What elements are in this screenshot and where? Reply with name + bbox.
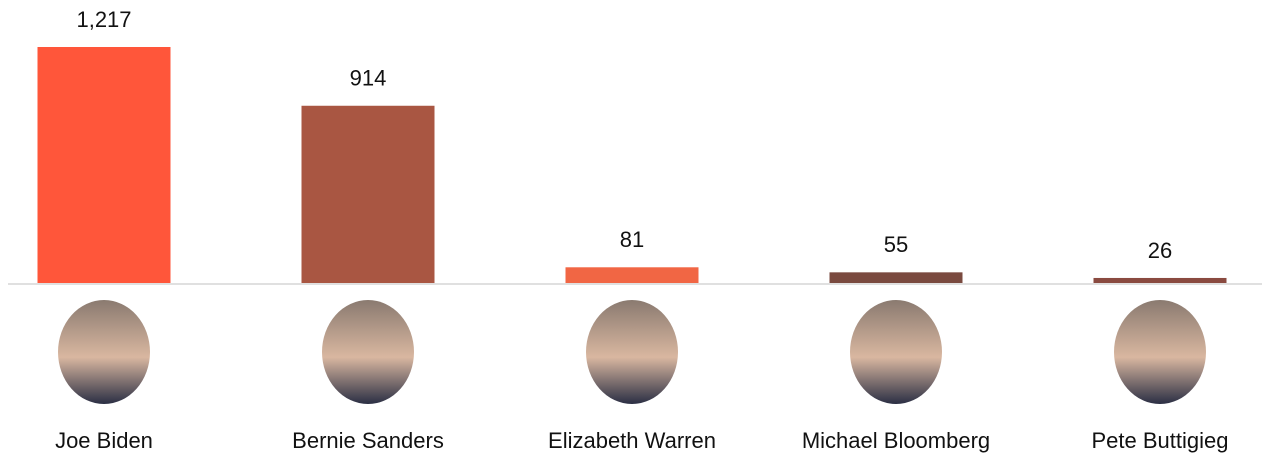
x-tick-label: Elizabeth Warren [548, 428, 716, 453]
candidate-photo [1114, 300, 1206, 404]
value-label: 914 [350, 66, 387, 91]
x-tick-label: Pete Buttigieg [1092, 428, 1229, 453]
x-tick-label: Joe Biden [55, 428, 153, 453]
bar [566, 267, 699, 283]
chart: 1,217 Joe Biden 914 Bernie Sanders 81 Elizabe… [0, 0, 1269, 458]
bar [302, 106, 435, 283]
page: {"chart_data": {"type": "bar", "categori… [0, 0, 1269, 458]
value-label: 1,217 [76, 7, 131, 32]
candidate-photo [586, 300, 678, 404]
value-label: 55 [884, 232, 908, 257]
bar [830, 272, 963, 283]
value-label: 81 [620, 227, 644, 252]
value-label: 26 [1148, 238, 1172, 263]
candidate-photo [58, 300, 150, 404]
bar [38, 47, 171, 283]
x-tick-label: Michael Bloomberg [802, 428, 990, 453]
candidate-photo [322, 300, 414, 404]
bar [1094, 278, 1227, 283]
x-tick-label: Bernie Sanders [292, 428, 444, 453]
candidate-photo [850, 300, 942, 404]
